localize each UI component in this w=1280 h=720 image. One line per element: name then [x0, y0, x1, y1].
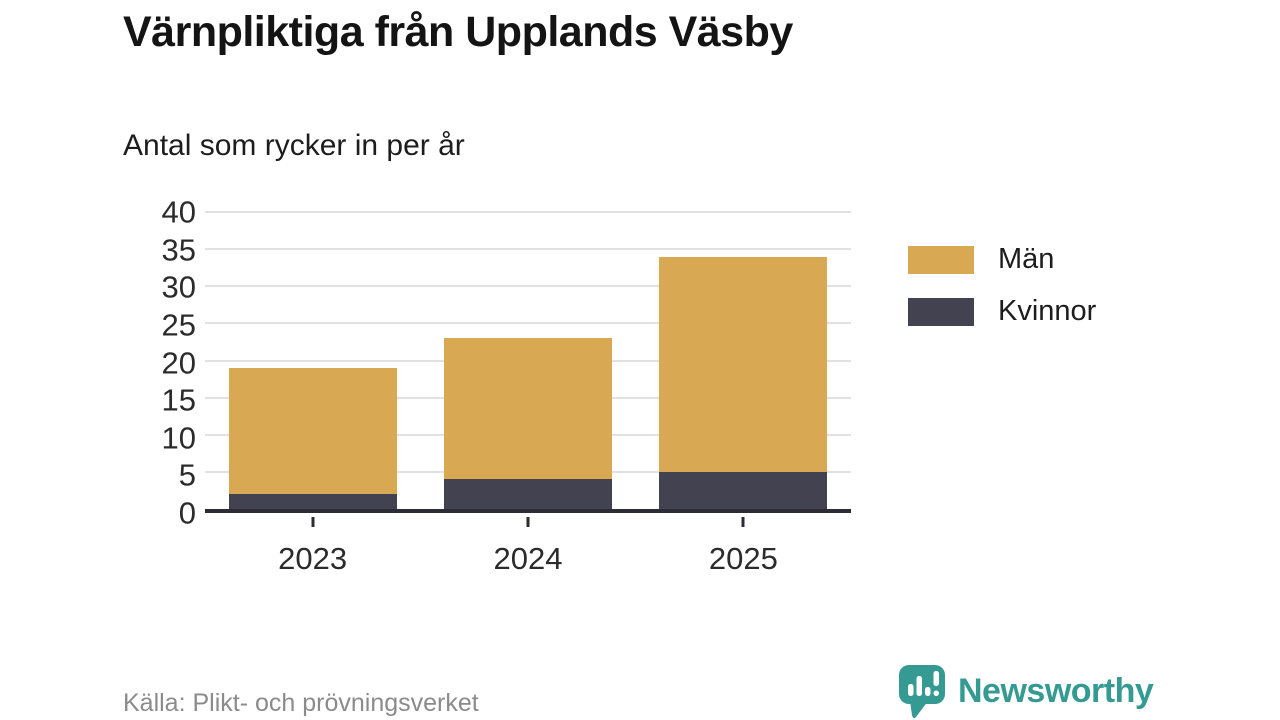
x-axis-tick	[311, 517, 315, 527]
chart-subtitle: Antal som rycker in per år	[123, 129, 465, 162]
legend-swatch	[908, 297, 974, 326]
gridline	[205, 211, 851, 213]
gridline	[205, 322, 851, 325]
legend-item-kvinnor: Kvinnor	[908, 295, 1096, 328]
y-axis: 0 5 10 15 20 25 30 35 40	[110, 197, 196, 529]
plot-area	[205, 211, 851, 513]
legend-label: Män	[998, 243, 1055, 275]
x-axis-tick-label: 2024	[493, 541, 563, 576]
y-axis-tick-label: 0	[178, 495, 196, 531]
bar-chart-speech-bubble-icon	[899, 665, 945, 719]
chart-title: Värnpliktiga från Upplands Väsby	[123, 8, 793, 56]
legend-swatch	[908, 245, 974, 274]
bar-2025	[659, 212, 828, 509]
source-attribution: Källa: Plikt- och prövningsverket	[123, 689, 479, 717]
bar-segment-män-2023	[228, 367, 397, 495]
newsworthy-logo: Newsworthy	[897, 663, 1154, 719]
gridline	[205, 248, 851, 251]
bar-segment-kvinnor-2024	[444, 479, 612, 509]
x-axis-tick-label: 2025	[708, 541, 778, 576]
x-axis-tick	[741, 517, 745, 527]
legend-item-män: Män	[908, 243, 1096, 276]
y-axis-tick-label: 30	[161, 269, 196, 305]
y-axis-tick-label: 20	[161, 345, 196, 380]
x-axis-tick-label: 2023	[278, 541, 348, 576]
y-axis-tick-label: 5	[178, 457, 196, 493]
x-axis: 2023 2024 2025	[205, 517, 851, 587]
y-axis-tick-label: 25	[161, 307, 196, 343]
gridline	[205, 285, 851, 288]
brand-name: Newsworthy	[958, 671, 1154, 710]
y-axis-tick-label: 10	[161, 420, 196, 456]
y-axis-tick-label: 35	[161, 232, 196, 268]
x-axis-tick	[526, 517, 530, 527]
bar-segment-kvinnor-2023	[228, 494, 397, 509]
legend: Män Kvinnor	[908, 243, 1096, 347]
y-axis-tick-label: 15	[161, 382, 196, 418]
bar-2023	[228, 212, 397, 509]
y-axis-tick-label: 40	[161, 194, 196, 230]
bar-segment-män-2025	[659, 256, 828, 472]
bar-segment-kvinnor-2025	[659, 471, 828, 509]
bar-segment-män-2024	[444, 338, 612, 480]
bar-2024	[444, 212, 612, 509]
legend-label: Kvinnor	[998, 295, 1097, 327]
